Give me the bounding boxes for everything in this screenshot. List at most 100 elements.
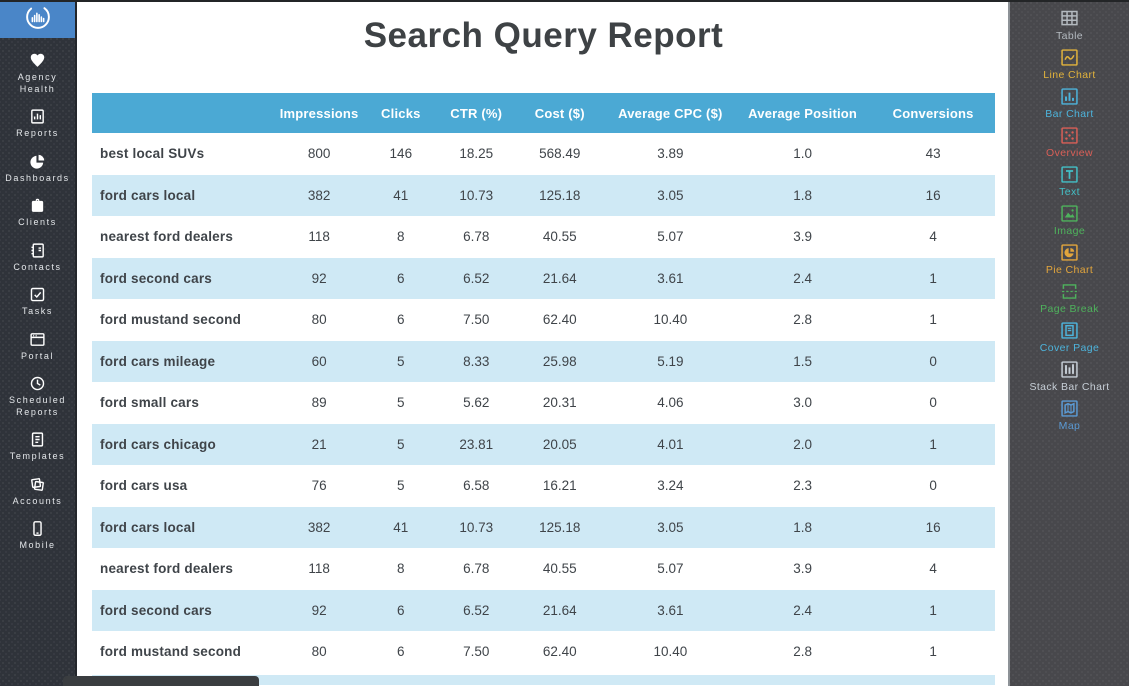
sidebar-item-templates[interactable]: Templates [0,425,75,470]
table-row: ford cars local 382 41 10.73 125.18 3.05 1.8 16 [92,506,995,548]
sidebar-item-label: Mobile [19,540,56,550]
value-cell: 1 [929,270,937,286]
briefcase-icon [31,198,44,212]
value-cell: 7.50 [463,312,490,328]
query-cell: ford second cars [100,270,212,286]
widget-map[interactable]: Map [1010,396,1129,435]
sidebar-item-mobile[interactable]: Mobile [0,514,75,559]
sidebar-item-tasks[interactable]: Tasks [0,280,75,325]
table-row: ford cars local 382 41 10.73 125.18 3.05 1.8 16 [92,174,995,216]
column-header-ctr: CTR (%) [439,93,513,133]
widget-table[interactable]: Table [1010,6,1129,45]
sidebar-item-label: Tasks [21,306,53,316]
query-cell: ford small cars [100,395,200,411]
table-header-row: Impressions Clicks CTR (%) Cost ($) Aver… [92,93,995,133]
widget-label: Overview [1046,147,1093,159]
sidebar-item-reports[interactable]: Reports [0,102,75,147]
widget-label: Cover Page [1039,342,1100,354]
value-cell: 16.21 [542,478,577,494]
line-chart-icon [1061,49,1078,66]
app-logo[interactable] [0,0,75,38]
sidebar-item-scheduled-reports[interactable]: Scheduled Reports [0,369,75,425]
checkbox-icon [30,287,45,302]
widget-cover-page[interactable]: Cover Page [1010,318,1129,357]
sidebar-item-accounts[interactable]: Accounts [0,470,75,515]
overview-icon [1061,127,1078,144]
value-cell: 3.24 [657,478,684,494]
widget-pie-chart[interactable]: Pie Chart [1010,240,1129,279]
column-header-avg-position: Average Position [734,93,872,133]
widget-label: Line Chart [1043,69,1096,81]
value-cell: 1.8 [793,519,813,535]
value-cell: 146 [389,146,413,162]
document-icon [31,432,44,447]
sidebar-item-agency-health[interactable]: Agency Health [0,46,75,102]
value-cell: 2.4 [793,602,813,618]
phone-icon [33,521,42,536]
report-canvas: Search Query Report Impressions Clicks C… [79,2,1008,686]
search-query-table[interactable]: Impressions Clicks CTR (%) Cost ($) Aver… [92,93,995,673]
value-cell: 10.40 [653,312,688,328]
widget-image[interactable]: Image [1010,201,1129,240]
nav-items: Agency Health Reports Dashboards Clients [0,38,75,559]
value-cell: 6 [397,270,405,286]
widget-bar-chart[interactable]: Bar Chart [1010,84,1129,123]
widget-page-break[interactable]: Page Break [1010,279,1129,318]
value-cell: 1 [929,312,937,328]
value-cell: 1.5 [793,353,813,369]
report-icon [31,109,44,124]
sidebar-item-label: Clients [18,217,57,227]
widget-line-chart[interactable]: Line Chart [1010,45,1129,84]
text-widget-icon [1061,166,1078,183]
value-cell: 3.0 [793,395,813,411]
value-cell: 21.64 [542,270,577,286]
widget-label: Image [1053,225,1086,237]
value-cell: 10.73 [459,187,494,203]
query-cell: best local SUVs [100,146,205,162]
table-row: best local SUVs 800 146 18.25 568.49 3.89 1.0 4… [92,133,995,175]
status-popup [63,676,259,686]
value-cell: 1.8 [793,187,813,203]
query-cell: ford cars mileage [100,353,216,369]
value-cell: 7.50 [463,644,490,660]
sidebar-item-clients[interactable]: Clients [0,191,75,236]
value-cell: 382 [307,187,331,203]
widget-stack-bar-chart[interactable]: Stack Bar Chart [1010,357,1129,396]
table-row: nearest ford dealers 118 8 6.78 40.55 5.07 3.9… [92,216,995,258]
stacked-cards-icon [31,477,44,491]
sidebar-item-label: Agency Health [17,72,58,94]
query-cell: ford cars usa [100,478,188,494]
sidebar-item-label: Dashboards [5,172,70,183]
widget-label: Pie Chart [1045,264,1094,276]
page-title: Search Query Report [363,16,724,55]
value-cell: 21 [311,436,327,452]
value-cell: 125.18 [539,519,581,535]
widget-overview[interactable]: Overview [1010,123,1129,162]
sidebar-item-contacts[interactable]: Contacts [0,236,75,281]
sidebar-item-dashboards[interactable]: Dashboards [0,147,75,192]
table-row: ford cars usa 76 5 6.58 16.21 3.24 2.3 0 [92,465,995,507]
query-cell: ford cars chicago [100,436,216,452]
cover-page-icon [1061,322,1078,339]
column-header-conversions: Conversions [871,93,995,133]
column-header-cost: Cost ($) [512,93,607,133]
widget-label: Text [1059,186,1080,198]
value-cell: 80 [311,644,327,660]
pie-chart-icon [1061,244,1078,261]
value-cell: 1.0 [793,146,813,162]
widget-label: Table [1055,30,1084,42]
value-cell: 118 [308,561,330,577]
value-cell: 5.19 [657,353,684,369]
value-cell: 2.0 [793,436,813,452]
column-header-query [92,93,277,133]
column-header-clicks: Clicks [361,93,440,133]
widget-text[interactable]: Text [1010,162,1129,201]
value-cell: 6 [397,644,405,660]
value-cell: 0 [929,478,937,494]
value-cell: 5.07 [657,561,684,577]
browser-icon [30,332,45,346]
value-cell: 23.81 [459,436,494,452]
table-row: ford cars mileage 60 5 8.33 25.98 5.19 1.5 0 [92,340,995,382]
value-cell: 16 [925,187,941,203]
sidebar-item-portal[interactable]: Portal [0,325,75,370]
